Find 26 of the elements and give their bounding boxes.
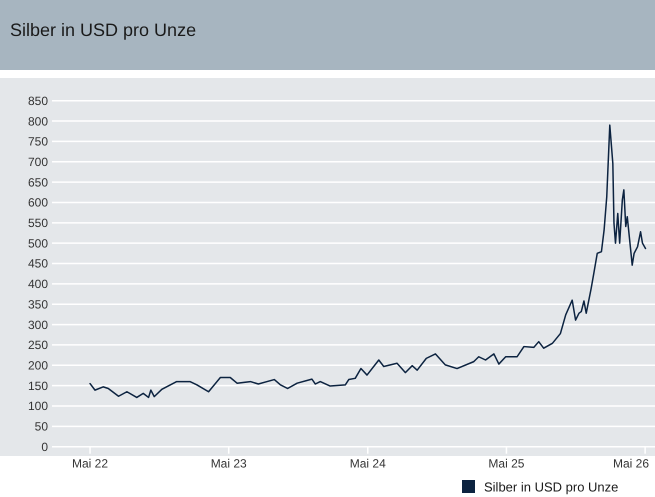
y-tick-label: 550 (28, 216, 48, 230)
y-tick-label: 800 (28, 114, 48, 128)
y-tick-label: 100 (28, 399, 48, 414)
x-tick-label: Mai 25 (488, 456, 525, 471)
y-tick-label: 50 (34, 420, 48, 434)
x-tick-label: Mai 22 (72, 456, 108, 471)
y-tick-label: 350 (28, 297, 48, 312)
x-tick-label: Mai 26 (612, 456, 650, 471)
y-tick-label: 450 (28, 256, 48, 271)
x-tick-label: Mai 23 (210, 456, 248, 471)
y-tick-label: 600 (28, 196, 48, 210)
y-tick-label: 250 (28, 338, 48, 352)
line-series (89, 124, 646, 398)
y-tick-label: 200 (28, 358, 48, 372)
y-tick-label: 400 (28, 277, 48, 292)
y-tick-label: 300 (28, 318, 48, 332)
y-tick-label: 150 (28, 378, 48, 393)
x-tick-label: Mai 24 (350, 456, 386, 471)
y-tick-label: 750 (28, 134, 48, 149)
y-tick-label: 0 (41, 440, 48, 454)
y-tick-label: 700 (28, 154, 48, 169)
legend-label: Silber in USD pro Unze (484, 480, 618, 495)
y-tick-label: 500 (28, 236, 48, 250)
y-tick-label: 650 (28, 175, 48, 190)
chart-title: Silber in USD pro Unze (10, 20, 196, 40)
y-tick-label: 850 (28, 94, 48, 108)
